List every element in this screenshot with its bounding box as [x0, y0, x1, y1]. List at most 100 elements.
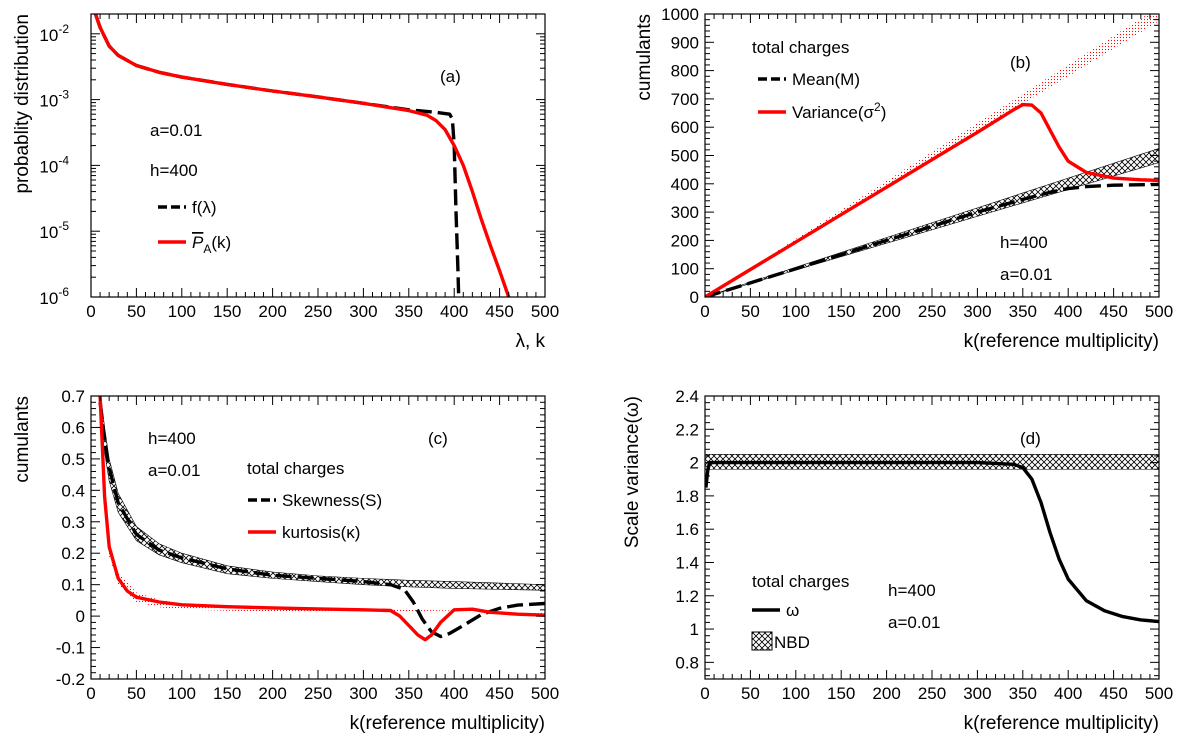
x-tick-label: 350 [1009, 684, 1037, 703]
x-tick-label: 350 [1009, 302, 1037, 321]
annotation: a=0.01 [148, 461, 200, 480]
y-tick-label: 900 [671, 33, 699, 52]
x-tick-label: 100 [782, 684, 810, 703]
x-tick-label: 450 [485, 684, 513, 703]
annotation: h=400 [148, 429, 196, 448]
x-tick-label: 250 [304, 302, 332, 321]
x-tick-label: 450 [1099, 302, 1127, 321]
panel-a: 0 50 100 150 200 250 300 350 400 450 500 10-2 10-3 10… [12, 13, 559, 352]
y-tick-label: 1.6 [675, 520, 699, 539]
y-tick-label: 500 [671, 147, 699, 166]
band-c-0 [99, 396, 545, 591]
y-tick-label: 2.2 [675, 420, 699, 439]
y-tick-label: 0.3 [61, 513, 85, 532]
y-tick-label: 0.6 [61, 418, 85, 437]
x-axis-label: k(reference multiplicity) [964, 331, 1159, 352]
y-tick-label: -0.1 [56, 639, 85, 658]
legend-title: total charges [752, 572, 849, 591]
legend-title: total charges [752, 38, 849, 57]
legend-title: total charges [247, 459, 344, 478]
panel-b: 0 50 100 150 200 250 300 350 400 450 500 0 100 200 300… [634, 5, 1173, 352]
annotation: h=400 [1000, 233, 1048, 252]
y-tick-label: 400 [671, 175, 699, 194]
x-tick-label: 0 [700, 302, 709, 321]
plot-frame-a [90, 13, 546, 298]
x-tick-label: 400 [1054, 684, 1082, 703]
panel-label: (a) [440, 67, 461, 86]
y-tick-label: 0.5 [61, 450, 85, 469]
x-tick-label: 300 [963, 684, 991, 703]
y-axis-label: cumulants [12, 396, 33, 483]
x-tick-label: 100 [168, 684, 196, 703]
y-tick-label: -0.2 [56, 670, 85, 689]
x-tick-label: 350 [395, 302, 423, 321]
y-tick-label: 700 [671, 90, 699, 109]
x-axis-label: k(reference multiplicity) [350, 713, 545, 734]
x-tick-label: 400 [440, 302, 468, 321]
y-tick-label: 2 [690, 454, 699, 473]
series-a-1 [93, 14, 511, 297]
legend-label: f(λ) [192, 198, 217, 217]
band-b-1 [705, 148, 1159, 297]
annotation: a=0.01 [150, 121, 202, 140]
legend-label: Skewness(S) [282, 491, 382, 510]
x-tick-label: 200 [872, 302, 900, 321]
panel-label: (b) [1010, 53, 1031, 72]
legend-label: NBD [774, 633, 810, 652]
series-b-1 [705, 102, 1159, 297]
y-tick-label: 1.4 [675, 553, 699, 572]
x-tick-label: 450 [1099, 684, 1127, 703]
x-tick-label: 0 [86, 302, 95, 321]
x-tick-label: 250 [918, 302, 946, 321]
panel-label: (c) [428, 429, 448, 448]
y-tick-label: 10-5 [39, 219, 69, 242]
x-tick-label: 250 [304, 684, 332, 703]
y-tick-label: 1.2 [675, 587, 699, 606]
x-tick-label: 0 [700, 684, 709, 703]
y-tick-label: 800 [671, 62, 699, 81]
y-tick-label: 10-6 [39, 285, 69, 308]
y-tick-label: 300 [671, 203, 699, 222]
x-tick-label: 0 [86, 684, 95, 703]
y-axis-label: Scale variance(ω) [622, 396, 643, 548]
x-tick-label: 300 [349, 684, 377, 703]
x-tick-label: 400 [440, 684, 468, 703]
annotation: a=0.01 [1000, 265, 1052, 284]
x-tick-label: 50 [127, 684, 146, 703]
x-tick-label: 450 [485, 302, 513, 321]
x-axis-label: λ, k [515, 331, 545, 352]
series-c-0 [98, 402, 545, 639]
x-tick-label: 100 [782, 302, 810, 321]
series-c-1 [98, 396, 545, 642]
x-tick-label: 200 [258, 302, 286, 321]
x-tick-label: 500 [1145, 684, 1173, 703]
x-axis-label: k(reference multiplicity) [964, 713, 1159, 734]
panel-d: 0 50 100 150 200 250 300 350 400 450 500 0.8 1 1.2 1.4… [622, 387, 1173, 734]
x-tick-label: 150 [827, 684, 855, 703]
x-tick-label: 150 [213, 302, 241, 321]
y-tick-label: 0 [76, 607, 85, 626]
x-tick-label: 500 [1145, 302, 1173, 321]
y-tick-label: 0.7 [61, 387, 85, 406]
y-tick-label: 10-2 [39, 22, 69, 45]
series-b-0 [705, 182, 1159, 297]
x-tick-label: 300 [349, 302, 377, 321]
annotation: h=400 [888, 581, 936, 600]
x-tick-label: 50 [741, 302, 760, 321]
series-a-0 [93, 14, 461, 297]
y-tick-label: 1000 [661, 5, 699, 24]
x-tick-label: 300 [963, 302, 991, 321]
y-tick-label: 0.2 [61, 544, 85, 563]
legend-label: PA(k) [192, 233, 231, 256]
x-tick-label: 400 [1054, 302, 1082, 321]
y-axis-label: probablity distribution [12, 14, 33, 194]
legend-label: ω [786, 601, 799, 620]
y-tick-label: 200 [671, 231, 699, 250]
legend-label: kurtosis(κ) [282, 523, 360, 542]
legend-label: Mean(M) [792, 70, 860, 89]
x-tick-label: 250 [918, 684, 946, 703]
y-tick-label: 10-3 [39, 88, 69, 111]
legend-label: Variance(σ2) [792, 100, 886, 122]
x-tick-label: 100 [168, 302, 196, 321]
